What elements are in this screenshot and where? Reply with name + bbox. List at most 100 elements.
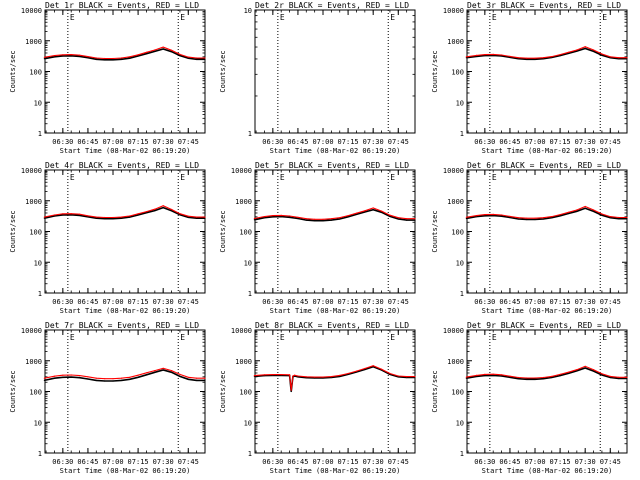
data-point: [364, 368, 366, 371]
x-tick-label: 07:30: [363, 458, 384, 466]
segment-marker: E: [70, 13, 75, 22]
data-point: [406, 219, 408, 221]
data-point: [314, 218, 316, 220]
series-line-events: [466, 47, 627, 61]
detector-panel: Det 8r BLACK = Events, RED = LLD 1 10 100 10…: [219, 321, 416, 475]
y-tick-label: 1000: [235, 358, 252, 366]
segment-marker: E: [70, 173, 75, 182]
data-point: [626, 376, 628, 378]
data-point: [297, 217, 299, 220]
plot-title: Det 6r BLACK = Events, RED = LLD: [467, 161, 621, 170]
data-point: [290, 389, 292, 391]
data-point: [593, 209, 595, 211]
segment-marker: E: [280, 13, 285, 22]
data-point: [406, 218, 408, 220]
data-point: [104, 57, 106, 60]
data-point: [43, 217, 46, 219]
data-point: [145, 53, 148, 55]
data-point: [196, 58, 198, 60]
data-point: [154, 210, 156, 212]
x-tick-label: 07:00: [524, 298, 545, 306]
data-point: [414, 218, 416, 220]
data-point: [70, 374, 72, 376]
plot-title: Det 4r BLACK = Events, RED = LLD: [45, 161, 199, 170]
plot-title: Det 5r BLACK = Events, RED = LLD: [255, 161, 409, 170]
y-tick-label: 10000: [21, 7, 42, 15]
data-point: [129, 376, 131, 378]
data-point: [79, 55, 81, 58]
data-point: [618, 376, 620, 378]
data-point: [179, 214, 181, 216]
data-point: [263, 374, 266, 376]
data-point: [104, 380, 106, 382]
x-tick-label: 06:30: [474, 458, 495, 466]
data-point: [584, 367, 586, 369]
data-point: [526, 58, 528, 60]
data-point: [626, 57, 628, 59]
series-line-lld: [254, 207, 415, 220]
data-point: [601, 373, 603, 375]
data-point: [120, 216, 122, 218]
data-point: [406, 376, 408, 379]
data-point: [551, 56, 553, 59]
data-point: [87, 216, 89, 218]
data-point: [626, 218, 628, 220]
data-point: [397, 375, 399, 377]
y-tick-label: 1: [38, 130, 42, 138]
data-point: [314, 377, 316, 379]
data-point: [372, 209, 374, 211]
data-point: [162, 367, 164, 369]
y-tick-label: 100: [29, 389, 42, 397]
series-line-lld: [466, 46, 627, 59]
data-point: [292, 375, 294, 377]
data-point: [517, 58, 519, 60]
x-tick-label: 06:45: [499, 138, 520, 146]
data-point: [551, 376, 553, 379]
data-point: [509, 216, 511, 219]
data-point: [609, 217, 611, 219]
data-point: [95, 217, 97, 219]
x-tick-label: 07:00: [102, 298, 123, 306]
data-point: [484, 214, 486, 216]
x-tick-label: 06:45: [287, 458, 308, 466]
data-point: [137, 374, 139, 376]
data-point: [112, 378, 114, 380]
data-point: [129, 215, 131, 217]
data-point: [381, 368, 383, 370]
data-point: [330, 376, 332, 379]
y-tick-label: 10000: [443, 327, 464, 335]
x-axis-label: Start Time (08-Mar-02 06:19:20): [482, 467, 613, 475]
data-point: [576, 210, 578, 212]
data-point: [593, 370, 595, 372]
data-point: [517, 218, 519, 220]
segment-marker: E: [492, 13, 497, 22]
x-tick-label: 07:00: [524, 458, 545, 466]
y-tick-label: 1000: [25, 198, 42, 206]
x-tick-label: 07:00: [524, 138, 545, 146]
data-point: [609, 56, 611, 58]
data-point: [104, 216, 106, 219]
data-point: [70, 55, 72, 57]
data-point: [534, 57, 536, 59]
data-point: [154, 371, 156, 373]
data-point: [171, 210, 173, 212]
data-point: [62, 374, 64, 376]
data-point: [79, 375, 81, 377]
plot-frame: [44, 329, 206, 454]
data-point: [154, 208, 156, 210]
data-point: [154, 50, 156, 53]
data-point: [484, 373, 486, 375]
data-point: [372, 207, 374, 209]
data-point: [305, 376, 307, 378]
data-point: [154, 49, 156, 51]
y-axis-label: Counts/sec: [9, 50, 17, 92]
data-point: [534, 218, 536, 221]
data-point: [70, 376, 72, 378]
data-point: [526, 57, 528, 59]
data-point: [501, 214, 503, 216]
x-tick-label: 07:45: [178, 458, 199, 466]
segment-marker: E: [602, 173, 607, 182]
data-point: [601, 213, 603, 215]
data-point: [87, 378, 89, 380]
data-point: [129, 216, 131, 218]
